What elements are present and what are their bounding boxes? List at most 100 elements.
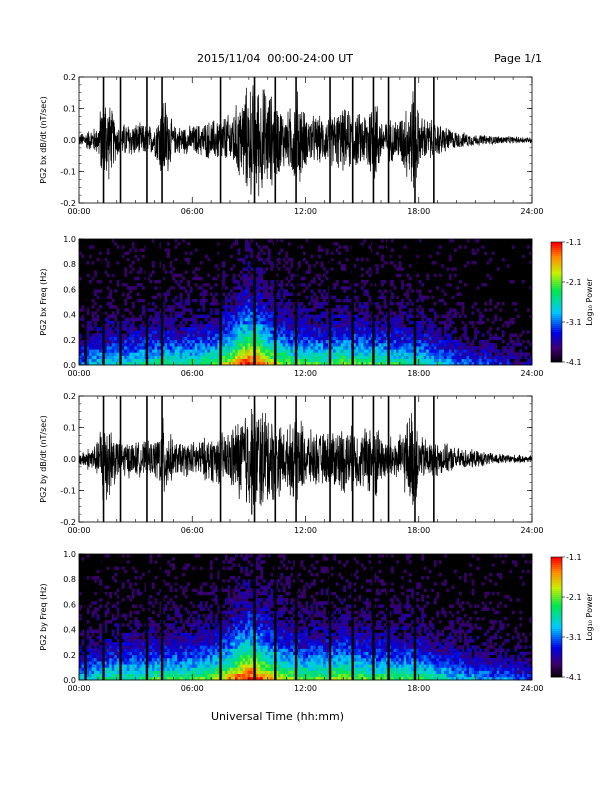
spectrogram-cell [121, 676, 125, 681]
spectrogram-cell [355, 283, 359, 287]
spectrogram-cell [237, 333, 241, 337]
spectrogram-cell [378, 327, 382, 331]
spectrogram-cell [305, 336, 309, 341]
spectrogram-cell [355, 317, 359, 322]
spectrogram-cell [174, 635, 178, 640]
spectrogram-cell [275, 239, 279, 243]
spectrogram-cell [121, 667, 125, 671]
spectrogram-cell [245, 349, 248, 353]
spectrogram-cell [187, 651, 191, 656]
spectrogram-cell [343, 267, 347, 271]
spectrogram-cell [194, 661, 198, 665]
spectrogram-cell [162, 342, 165, 347]
spectrogram-cell [149, 601, 153, 605]
spectrogram-cell [111, 648, 115, 652]
spectrogram-cell [242, 358, 246, 363]
spectrogram-cell [245, 292, 248, 296]
spectrogram-cell [401, 286, 404, 290]
spectrogram-cell [318, 342, 321, 347]
y-tick-label: -0.1 [60, 168, 76, 177]
spectrogram-cell [134, 336, 138, 341]
spectrogram-cell [209, 292, 213, 296]
spectrogram-cell [114, 361, 118, 366]
spectrogram-cell [310, 352, 314, 356]
spectrogram-cell [91, 576, 95, 580]
spectrogram-cell [257, 308, 261, 312]
spectrogram-cell [375, 320, 379, 325]
spectrogram-cell [431, 336, 435, 341]
spectrogram-cell [255, 311, 258, 315]
spectrogram-cell [151, 349, 155, 353]
spectrogram-cell [313, 324, 316, 328]
spectrogram-cell [149, 317, 153, 322]
spectrogram-cell [199, 333, 203, 337]
spectrogram-cell [136, 639, 140, 643]
spectrogram-cell [443, 361, 447, 366]
spectrogram-cell [360, 349, 364, 353]
spectrogram-cell [89, 676, 92, 681]
spectrogram-cell [365, 352, 369, 356]
spectrogram-cell [504, 346, 508, 350]
spectrogram-cell [174, 620, 178, 624]
spectrogram-cell [146, 667, 150, 671]
spectrogram-cell [154, 336, 158, 341]
spectrogram-cell [154, 314, 158, 319]
spectrogram-cell [91, 673, 95, 678]
spectrogram-cell [456, 352, 460, 356]
spectrogram-cell [116, 613, 120, 618]
spectrogram-cell [222, 283, 226, 287]
spectrogram-cell [204, 358, 208, 363]
spectrogram-cell [114, 670, 118, 674]
spectrogram-cell [187, 298, 191, 303]
spectrogram-cell [302, 314, 306, 319]
spectrogram-cell [129, 355, 133, 359]
spectrogram-cell [456, 355, 460, 359]
spectrogram-cell [491, 336, 495, 341]
spectrogram-cell [355, 346, 359, 350]
spectrogram-cell [94, 352, 97, 356]
spectrogram-cell [282, 346, 286, 350]
spectrogram-cell [494, 352, 498, 356]
spectrogram-cell [227, 292, 231, 296]
spectrogram-cell [408, 311, 412, 315]
spectrogram-cell [501, 346, 505, 350]
spectrogram-cell [212, 276, 216, 281]
spectrogram-cell [86, 667, 90, 671]
spectrogram-cell [204, 361, 208, 366]
spectrogram-cell [401, 267, 404, 271]
spectrogram-cell [260, 330, 264, 334]
spectrogram-cell [194, 355, 198, 359]
spectrogram-cell [474, 352, 477, 356]
spectrogram-cell [104, 330, 107, 334]
spectrogram-cell [139, 673, 143, 678]
spectrogram-cell [179, 661, 183, 665]
spectrogram-cell [245, 311, 248, 315]
spectrogram-cell [192, 358, 196, 363]
spectrogram-cell [151, 330, 155, 334]
spectrogram-cell [287, 358, 291, 363]
spectrogram-cell [398, 314, 402, 319]
spectrogram-cell [129, 648, 133, 652]
spectrogram-cell [139, 576, 143, 580]
spectrogram-cell [426, 358, 430, 363]
spectrogram-cell [121, 554, 125, 558]
spectrogram-cell [484, 302, 487, 306]
spectrogram-cell [134, 317, 138, 322]
spectrogram-cell [355, 314, 359, 319]
spectrogram-cell [111, 349, 115, 353]
spectrogram-cell [109, 292, 113, 296]
spectrogram-cell [267, 254, 271, 259]
spectrogram-cell [285, 283, 289, 287]
spectrogram-cell [270, 286, 274, 290]
spectrogram-cell [250, 279, 253, 284]
spectrogram-cell [333, 339, 336, 344]
spectrogram-cell [516, 355, 520, 359]
spectrogram-cell [187, 582, 191, 586]
spectrogram-cell [323, 324, 326, 328]
spectrogram-cell [270, 349, 274, 353]
spectrogram-cell [91, 664, 95, 668]
spectrogram-cell [232, 295, 236, 300]
spectrogram-cell [96, 661, 100, 665]
spectrogram-cell [360, 339, 364, 344]
